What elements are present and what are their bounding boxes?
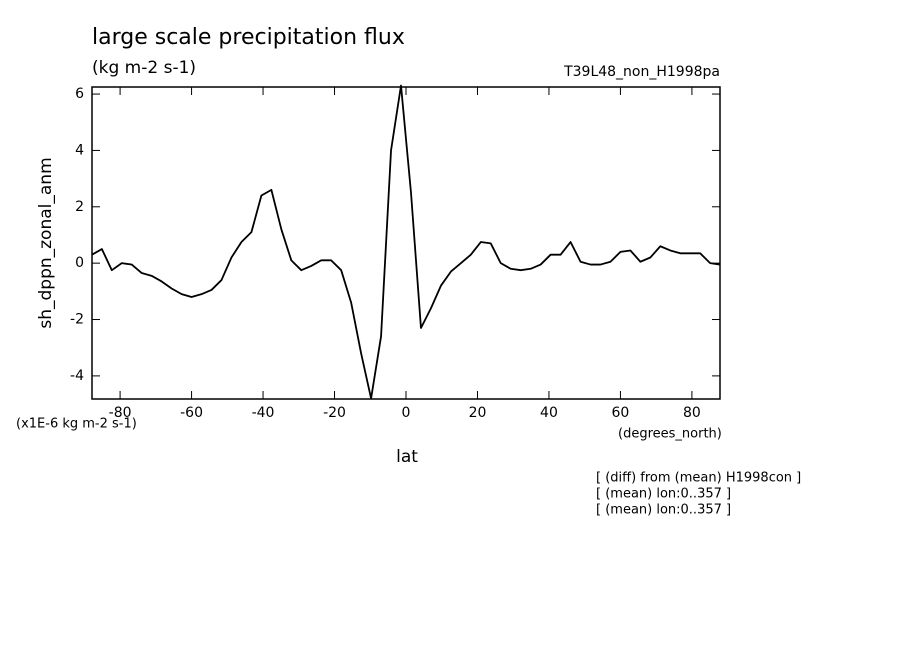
y-tick-label: 0 xyxy=(75,255,84,271)
x-tick-label: 0 xyxy=(402,405,411,421)
x-axis-label: lat xyxy=(396,447,418,467)
y-tick-label: 2 xyxy=(75,199,84,215)
x-tick-label: 40 xyxy=(540,405,558,421)
chart-title: large scale precipitation flux xyxy=(92,25,405,50)
x-tick-label: 80 xyxy=(683,405,701,421)
note: [ (diff) from (mean) H1998con ] xyxy=(596,471,801,486)
y-axis-label: sh_dppn_zonal_anm xyxy=(36,157,56,328)
note: [ (mean) lon:0..357 ] xyxy=(596,487,731,502)
experiment-label: T39L48_non_H1998pa xyxy=(563,64,720,80)
x-tick-label: 20 xyxy=(469,405,487,421)
y-tick-label: 6 xyxy=(75,86,84,102)
y-tick-label: -4 xyxy=(70,368,84,384)
x-unit: (degrees_north) xyxy=(618,427,722,442)
chart-subtitle: (kg m-2 s-1) xyxy=(92,58,196,78)
data-line xyxy=(91,84,721,400)
note: [ (mean) lon:0..357 ] xyxy=(596,503,731,518)
x-tick-label: -20 xyxy=(323,405,346,421)
x-tick-label: -60 xyxy=(180,405,203,421)
x-tick-label: -40 xyxy=(252,405,275,421)
y-tick-label: 4 xyxy=(75,142,84,158)
y-tick-label: -2 xyxy=(70,312,84,328)
x-tick-label: 60 xyxy=(612,405,630,421)
y-unit: (x1E-6 kg m-2 s-1) xyxy=(16,417,137,432)
x-tick-label: -80 xyxy=(109,405,132,421)
